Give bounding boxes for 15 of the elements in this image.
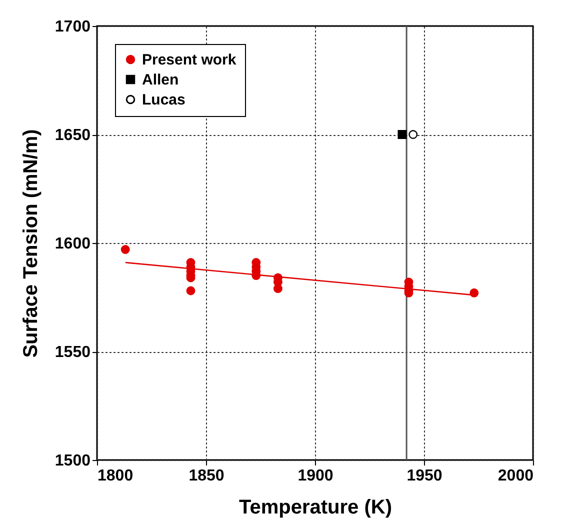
x-tick-label: 1800 — [98, 468, 134, 484]
y-tick-label: 1600 — [54, 236, 91, 252]
x-axis-title: Temperature (K) — [239, 496, 392, 518]
legend-label: Present work — [142, 52, 237, 68]
y-tick-label: 1500 — [54, 452, 91, 470]
legend-label: Allen — [142, 72, 179, 88]
x-tick-label: 1900 — [298, 468, 334, 484]
x-tick-label: 1850 — [188, 468, 224, 484]
x-tick-label: 2000 — [498, 468, 534, 484]
legend-label: Lucas — [142, 92, 186, 108]
x-tick-label: 1950 — [406, 468, 442, 484]
y-tick-label: 1650 — [54, 127, 91, 144]
y-tick-label: 1700 — [54, 18, 91, 36]
y-axis-title: Surface Tension (mN/m) — [20, 129, 42, 358]
y-tick-label: 1550 — [54, 344, 91, 361]
